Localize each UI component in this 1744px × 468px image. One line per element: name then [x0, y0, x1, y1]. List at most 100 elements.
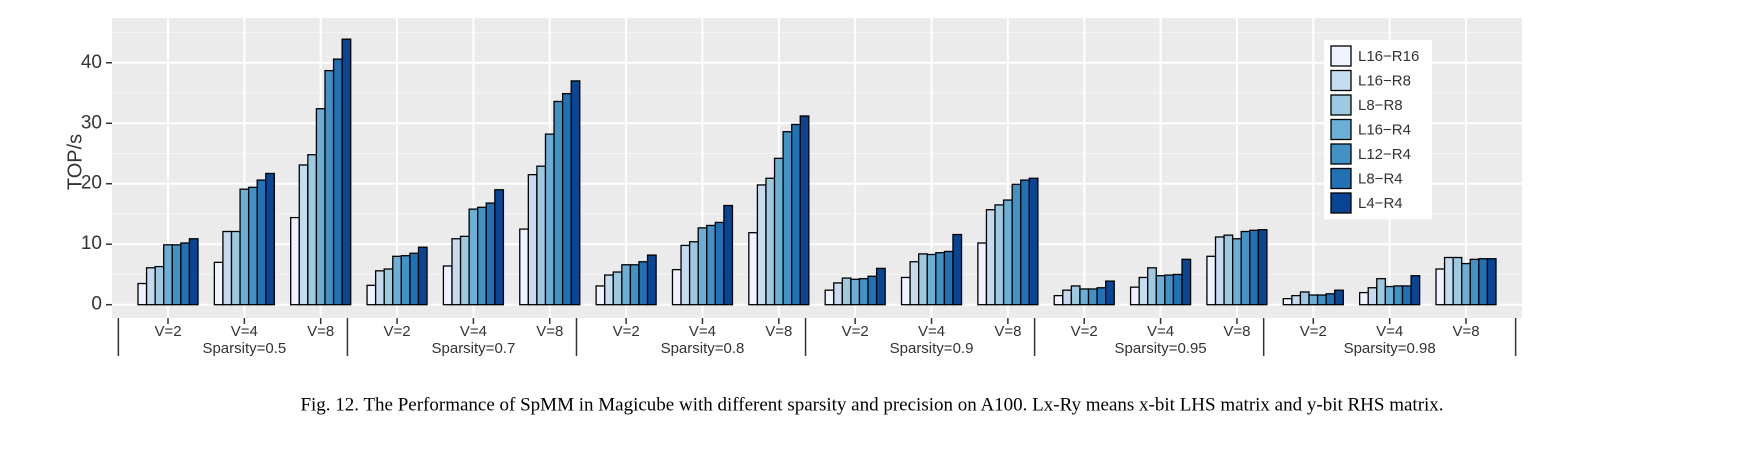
bar	[1478, 258, 1489, 306]
x-tick-label: V=8	[765, 323, 792, 340]
bar	[1443, 256, 1454, 306]
bar	[451, 238, 462, 306]
bar	[1282, 297, 1293, 306]
bar	[1325, 293, 1336, 306]
bar	[459, 235, 470, 306]
bar	[239, 188, 250, 306]
group-label: Sparsity=0.7	[432, 340, 516, 357]
bar	[1384, 285, 1395, 306]
bar	[985, 209, 996, 306]
bar	[799, 115, 810, 306]
legend-label: L16−R8	[1358, 72, 1411, 89]
bar	[723, 204, 734, 306]
bar	[977, 242, 988, 306]
bar	[417, 246, 428, 306]
bar	[1129, 286, 1140, 306]
y-tick-label: 30	[81, 112, 102, 133]
bar	[935, 252, 946, 306]
bar	[570, 80, 581, 306]
bar	[841, 277, 852, 306]
bar	[392, 255, 402, 306]
bar	[1240, 230, 1251, 306]
bar	[756, 184, 767, 306]
bar	[714, 221, 725, 306]
bar	[154, 265, 165, 306]
legend-label: L4−R4	[1358, 195, 1403, 212]
bar	[1367, 287, 1378, 306]
legend-swatch	[1330, 94, 1352, 116]
bar	[833, 282, 843, 306]
bar	[256, 179, 267, 306]
x-tick-label: V=8	[536, 323, 563, 340]
legend-label: L16−R4	[1358, 121, 1411, 138]
bar	[1181, 258, 1192, 306]
bar	[1452, 256, 1463, 306]
bar	[1214, 236, 1225, 306]
bar	[1291, 294, 1302, 306]
legend-swatch	[1330, 118, 1352, 141]
x-tick-label: V=4	[231, 323, 258, 340]
bar	[324, 69, 335, 306]
x-tick-label: V=8	[994, 323, 1021, 340]
bar	[850, 278, 861, 306]
y-tick-label: 40	[81, 52, 102, 73]
legend-label: L8−R4	[1358, 170, 1403, 187]
bar	[1223, 234, 1234, 306]
y-tick-label: 10	[81, 233, 102, 254]
bar	[1316, 294, 1327, 306]
bar	[1486, 258, 1497, 306]
bar	[1053, 294, 1064, 306]
bar	[145, 267, 156, 306]
bar	[1172, 273, 1183, 306]
bar	[1087, 288, 1098, 306]
bar	[706, 224, 716, 306]
bar	[638, 261, 649, 306]
bar	[952, 233, 963, 306]
bar	[536, 165, 547, 306]
bar	[748, 232, 759, 306]
bar	[943, 250, 954, 306]
bar	[494, 189, 505, 306]
bar	[1020, 179, 1030, 306]
bar	[782, 131, 793, 306]
bar	[697, 227, 708, 306]
bar	[1164, 274, 1175, 306]
x-tick-label: V=8	[1223, 323, 1250, 340]
bar	[1138, 276, 1149, 306]
bar	[519, 228, 529, 306]
x-tick-label: V=4	[460, 323, 487, 340]
bar	[137, 282, 148, 306]
bar	[1249, 229, 1260, 306]
bar	[1062, 289, 1073, 306]
group-label: Sparsity=0.9	[890, 340, 974, 357]
x-tick-label: V=4	[918, 323, 945, 340]
bar	[247, 186, 258, 306]
bar	[553, 100, 564, 306]
bar	[1028, 177, 1039, 306]
bar	[527, 174, 538, 306]
x-tick-label: V=2	[613, 323, 640, 340]
x-tick-label: V=2	[384, 323, 411, 340]
bar	[918, 253, 928, 306]
x-tick-label: V=2	[1071, 323, 1098, 340]
bar	[621, 264, 632, 306]
bar	[188, 238, 199, 306]
bar	[409, 252, 420, 306]
bar	[332, 58, 343, 306]
bar	[1011, 183, 1022, 306]
bar	[222, 230, 233, 306]
bar	[374, 270, 385, 306]
bar	[1401, 285, 1412, 306]
group-label: Sparsity=0.8	[661, 340, 745, 357]
legend-swatch	[1330, 192, 1352, 214]
bar	[163, 244, 173, 306]
bar	[1206, 255, 1217, 306]
y-tick-label: 20	[81, 173, 102, 194]
bar	[468, 208, 479, 306]
bar	[1358, 291, 1369, 306]
bar	[858, 278, 869, 306]
bar	[1079, 288, 1090, 306]
bar	[612, 271, 623, 306]
bar	[646, 254, 657, 306]
bar	[1002, 199, 1013, 306]
